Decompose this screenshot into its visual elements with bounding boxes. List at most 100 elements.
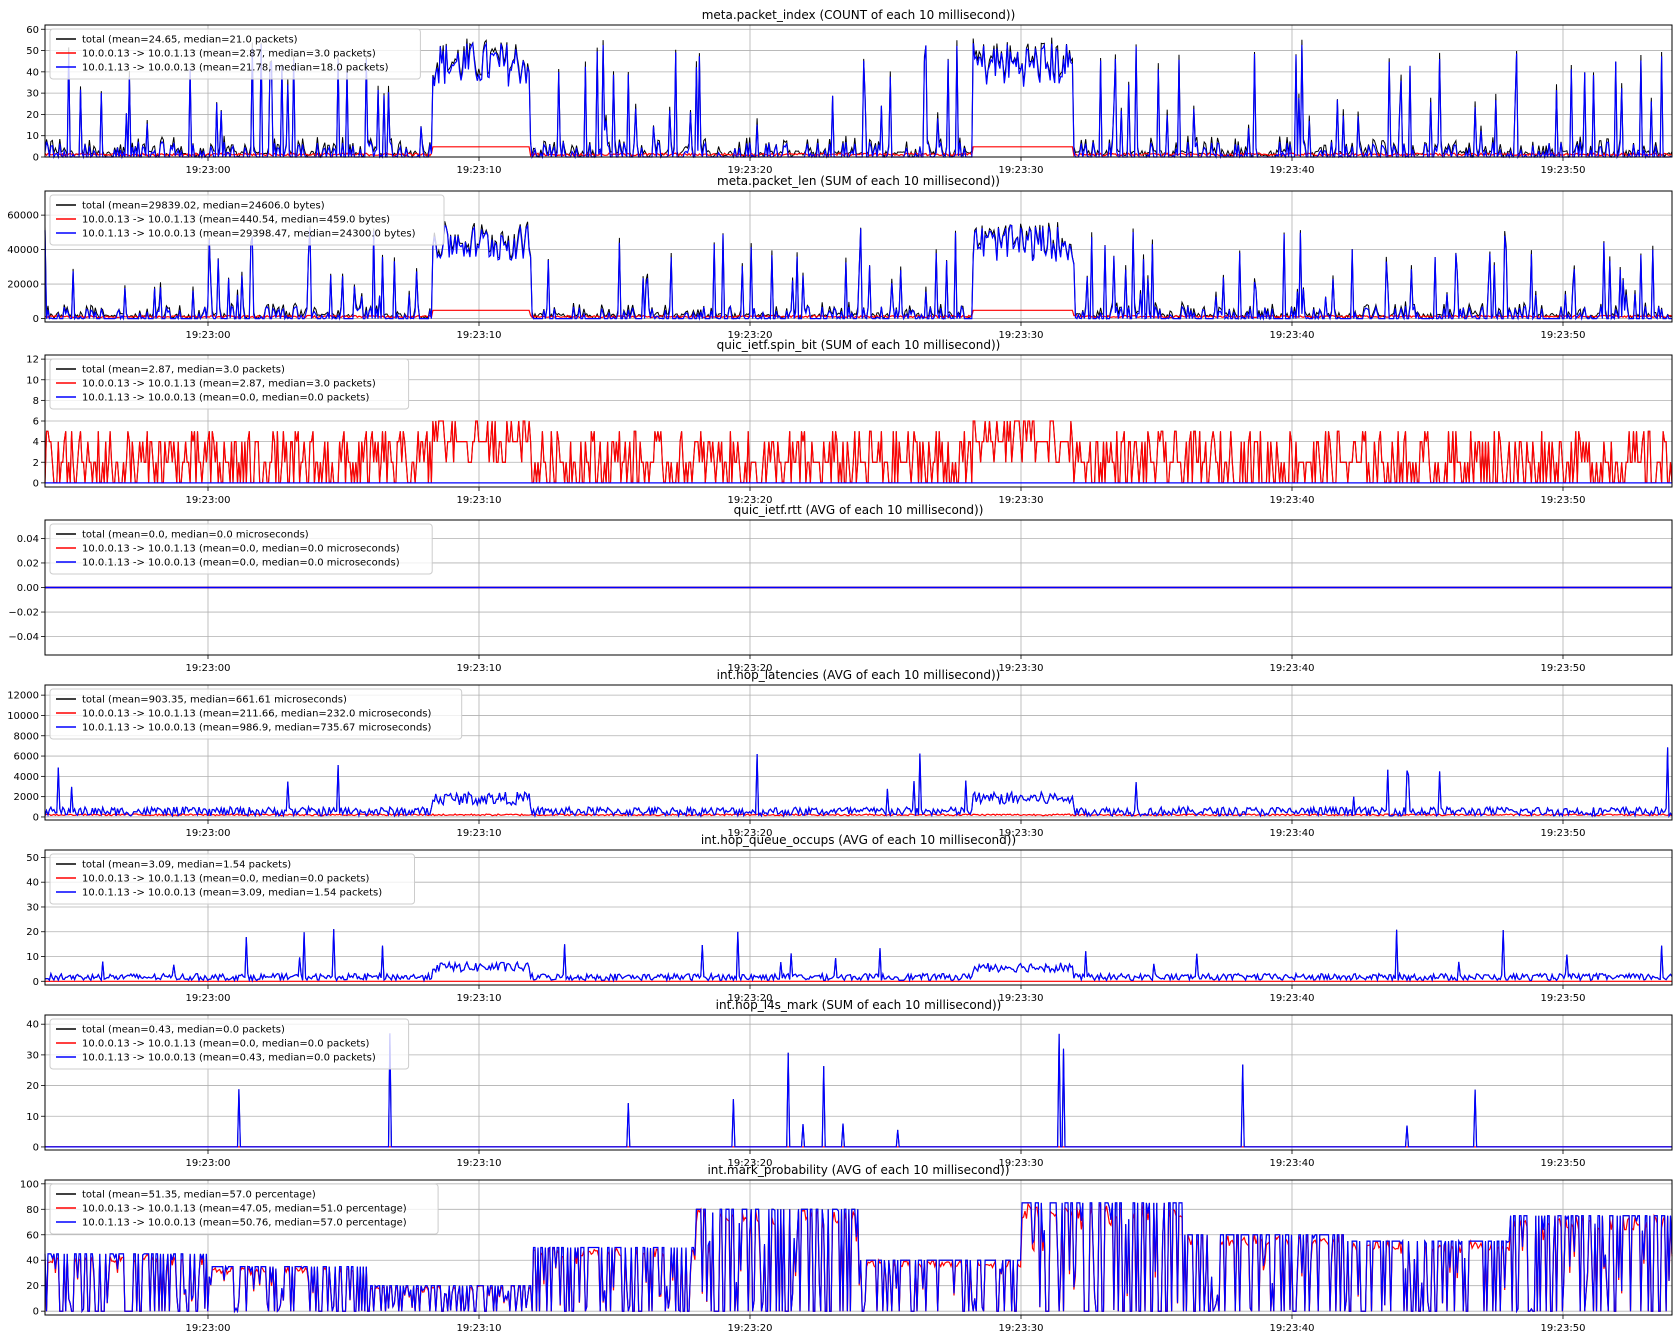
series-line-3 (44, 1202, 1673, 1314)
y-tick-label: 10 (26, 1112, 39, 1123)
y-tick-label: 4 (33, 437, 39, 448)
x-tick-label: 19:23:10 (457, 993, 502, 1004)
chart-title: meta.packet_len (SUM of each 10 millisec… (717, 174, 1000, 188)
y-tick-label: −0.02 (8, 608, 39, 619)
y-tick-label: 50 (26, 853, 39, 864)
legend-entry: 10.0.0.13 -> 10.0.1.13 (mean=0.0, median… (82, 1039, 369, 1050)
x-tick-label: 19:23:20 (728, 330, 773, 341)
chart-title: int.hop_l4s_mark (SUM of each 10 millise… (716, 998, 1002, 1012)
series-line-3 (44, 929, 1673, 983)
x-tick-label: 19:23:30 (999, 330, 1044, 341)
y-tick-label: 40 (26, 878, 39, 889)
x-tick-label: 19:23:50 (1541, 663, 1586, 674)
y-tick-label: 0 (33, 1307, 39, 1318)
chart-title: meta.packet_index (COUNT of each 10 mill… (702, 8, 1016, 22)
y-tick-label: 50 (26, 46, 39, 57)
legend-entry: 10.0.1.13 -> 10.0.0.13 (mean=50.76, medi… (82, 1218, 407, 1229)
x-tick-label: 19:23:10 (457, 165, 502, 176)
x-tick-label: 19:23:10 (457, 828, 502, 839)
legend-box (49, 523, 433, 575)
x-tick-label: 19:23:30 (999, 993, 1044, 1004)
y-tick-label: 20 (26, 1081, 39, 1092)
y-tick-label: 100 (20, 1179, 39, 1190)
x-tick-label: 19:23:20 (728, 165, 773, 176)
x-tick-label: 19:23:40 (1270, 165, 1315, 176)
x-tick-label: 19:23:40 (1270, 828, 1315, 839)
y-tick-label: 0 (33, 977, 39, 988)
plot-frame (44, 1179, 1673, 1316)
legend-entry: 10.0.1.13 -> 10.0.0.13 (mean=986.9, medi… (82, 723, 432, 734)
chart-title: int.hop_queue_occups (AVG of each 10 mil… (701, 833, 1016, 847)
legend-entry: 10.0.1.13 -> 10.0.0.13 (mean=0.43, media… (82, 1053, 376, 1064)
x-tick-label: 19:23:50 (1541, 330, 1586, 341)
plot-frame (44, 24, 1673, 158)
legend-entry: 10.0.0.13 -> 10.0.1.13 (mean=0.0, median… (82, 544, 400, 555)
chart-panel-3: quic_ietf.spin_bit (SUM of each 10 milli… (26, 338, 1673, 506)
plot-frame (44, 1014, 1673, 1151)
x-tick-label: 19:23:20 (728, 495, 773, 506)
x-tick-label: 19:23:30 (999, 1323, 1044, 1334)
x-tick-label: 19:23:50 (1541, 495, 1586, 506)
y-tick-label: 2 (33, 458, 39, 469)
plot-frame (44, 849, 1673, 986)
x-tick-label: 19:23:50 (1541, 165, 1586, 176)
y-tick-label: 40 (26, 67, 39, 78)
chart-panel-1: meta.packet_index (COUNT of each 10 mill… (26, 8, 1673, 176)
x-tick-label: 19:23:40 (1270, 495, 1315, 506)
plot-frame (44, 684, 1673, 821)
plot-frame (44, 190, 1673, 323)
y-tick-label: −0.04 (8, 632, 39, 643)
y-tick-label: 40 (26, 1256, 39, 1267)
legend-entry: 10.0.1.13 -> 10.0.0.13 (mean=21.78, medi… (82, 63, 389, 74)
legend-entry: total (mean=2.87, median=3.0 packets) (82, 365, 285, 376)
legend-box (49, 28, 421, 80)
legend-entry: total (mean=0.0, median=0.0 microseconds… (82, 530, 309, 541)
legend-entry: 10.0.1.13 -> 10.0.0.13 (mean=0.0, median… (82, 393, 369, 404)
series-line-2 (44, 420, 1673, 484)
y-tick-label: 0 (33, 812, 39, 823)
x-tick-label: 19:23:10 (457, 663, 502, 674)
y-tick-label: 2000 (14, 792, 39, 803)
x-tick-label: 19:23:00 (186, 165, 231, 176)
y-tick-label: 10 (26, 952, 39, 963)
legend-entry: 10.0.0.13 -> 10.0.1.13 (mean=2.87, media… (82, 49, 376, 60)
x-tick-label: 19:23:00 (186, 828, 231, 839)
y-tick-label: 10 (26, 375, 39, 386)
chart-title: quic_ietf.rtt (AVG of each 10 millisecon… (734, 503, 984, 517)
y-tick-label: 20 (26, 1281, 39, 1292)
x-tick-label: 19:23:20 (728, 1323, 773, 1334)
legend-entry: 10.0.0.13 -> 10.0.1.13 (mean=0.0, median… (82, 874, 369, 885)
legend-box (49, 358, 410, 410)
plot-frame (44, 519, 1673, 656)
y-tick-label: 40 (26, 1020, 39, 1031)
series-line-2 (44, 309, 1673, 319)
y-tick-label: 60 (26, 1230, 39, 1241)
y-tick-label: 12000 (7, 691, 39, 702)
y-tick-label: 6000 (14, 752, 39, 763)
y-tick-label: 0 (33, 314, 39, 325)
x-tick-label: 19:23:30 (999, 165, 1044, 176)
legend-entry: 10.0.1.13 -> 10.0.0.13 (mean=3.09, media… (82, 888, 382, 899)
x-tick-label: 19:23:30 (999, 663, 1044, 674)
legend-entry: total (mean=29839.02, median=24606.0 byt… (82, 201, 325, 212)
x-tick-label: 19:23:00 (186, 495, 231, 506)
chart-panel-5: int.hop_latencies (AVG of each 10 millis… (7, 668, 1673, 839)
x-tick-label: 19:23:30 (999, 495, 1044, 506)
x-tick-label: 19:23:30 (999, 828, 1044, 839)
legend-box (49, 1183, 439, 1235)
y-tick-label: 0 (33, 1142, 39, 1153)
x-tick-label: 19:23:00 (186, 993, 231, 1004)
legend-entry: 10.0.0.13 -> 10.0.1.13 (mean=2.87, media… (82, 379, 376, 390)
x-tick-label: 19:23:20 (728, 993, 773, 1004)
series-line-3 (44, 223, 1672, 321)
chart-panel-7: int.hop_l4s_mark (SUM of each 10 millise… (26, 998, 1673, 1169)
plot-frame (44, 354, 1673, 488)
y-tick-label: 4000 (14, 772, 39, 783)
y-tick-label: 20000 (7, 280, 39, 291)
x-tick-label: 19:23:20 (728, 663, 773, 674)
x-tick-label: 19:23:40 (1270, 1158, 1315, 1169)
legend-box (49, 194, 445, 246)
y-tick-label: 10000 (7, 711, 39, 722)
y-tick-label: 12 (26, 355, 39, 366)
y-tick-label: 30 (26, 902, 39, 913)
